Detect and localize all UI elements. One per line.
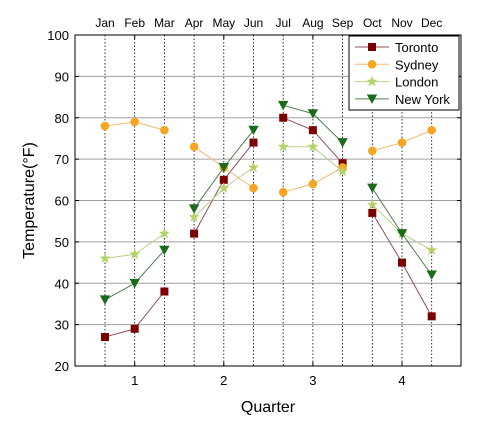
point-toronto-dec: [427, 312, 436, 321]
point-toronto-apr: [190, 229, 199, 238]
y-tick-label: 20: [55, 359, 69, 374]
point-new-york-jun: [248, 125, 259, 136]
point-london-may: [218, 182, 230, 193]
month-label-feb: Feb: [124, 16, 145, 30]
y-tick-label: 80: [55, 111, 69, 126]
point-sydney-nov: [397, 138, 407, 147]
month-label-dec: Dec: [421, 16, 442, 30]
month-label-sep: Sep: [332, 16, 354, 30]
legend: Toronto Sydney London New York: [348, 35, 460, 111]
y-tick-label: 60: [55, 194, 69, 209]
point-sydney-aug: [308, 179, 318, 189]
y-tick-label: 90: [55, 69, 69, 84]
point-london-mar: [158, 227, 170, 239]
series-line-london: [193, 166, 254, 218]
point-toronto-jul: [279, 113, 288, 122]
legend-entry-new-york: New York: [355, 92, 450, 107]
point-sydney-apr: [189, 142, 199, 152]
point-toronto-feb: [130, 324, 139, 333]
month-label-jan: Jan: [95, 16, 114, 30]
y-tick-label: 50: [55, 235, 69, 250]
point-sydney-oct: [368, 146, 377, 156]
x-tick-label: 2: [220, 373, 227, 388]
legend-label-sydney: Sydney: [395, 57, 439, 72]
point-london-aug: [307, 140, 319, 152]
month-label-jun: Jun: [244, 16, 263, 30]
point-new-york-dec: [426, 270, 437, 280]
legend-label-toronto: Toronto: [395, 40, 438, 55]
point-new-york-oct: [367, 183, 378, 194]
month-label-aug: Aug: [302, 16, 323, 30]
series-toronto: [101, 113, 436, 342]
x-tick-label: 1: [131, 373, 138, 388]
point-london-jan: [99, 252, 111, 264]
month-label-apr: Apr: [185, 16, 204, 30]
point-toronto-jan: [101, 333, 109, 342]
point-toronto-jun: [249, 138, 258, 147]
point-london-dec: [426, 244, 438, 255]
month-label-may: May: [212, 16, 235, 30]
point-london-jul: [277, 140, 289, 152]
point-new-york-jan: [99, 295, 111, 305]
y-tick-label: 70: [55, 152, 69, 167]
series-layer: [99, 100, 438, 342]
point-london-jun: [247, 161, 260, 173]
point-new-york-mar: [159, 245, 170, 256]
point-sydney-jun: [249, 183, 258, 193]
point-sydney-jul: [278, 187, 288, 197]
point-sydney-dec: [427, 125, 437, 135]
point-toronto-nov: [398, 258, 406, 267]
month-label-oct: Oct: [363, 16, 382, 30]
month-labels: Jan Feb Mar Apr May Jun Jul Aug Sep Oct Nov Dec: [95, 16, 442, 30]
point-london-sep: [337, 165, 349, 177]
point-new-york-jul: [278, 100, 289, 111]
legend-marker-toronto: [368, 43, 376, 51]
legend-entry-toronto: Toronto: [355, 40, 438, 55]
y-axis-title: Temperature(°F): [21, 142, 38, 259]
point-new-york-apr: [188, 204, 200, 214]
point-london-oct: [366, 198, 378, 210]
x-tick-label: 3: [309, 373, 316, 388]
legend-label-london: London: [395, 75, 438, 90]
month-label-nov: Nov: [391, 16, 412, 30]
point-new-york-nov: [396, 229, 408, 239]
point-london-apr: [188, 211, 200, 222]
point-sydney-jan: [100, 121, 110, 131]
legend-entry-london: London: [355, 75, 438, 90]
point-toronto-aug: [308, 126, 317, 135]
x-axis-title: Quarter: [241, 399, 296, 416]
y-axis-ticks: 20 30 40 50 60 70 80 90 100: [47, 28, 461, 374]
point-new-york-may: [218, 162, 229, 173]
series-sydney: [100, 117, 437, 197]
point-new-york-aug: [307, 109, 319, 119]
point-toronto-oct: [368, 208, 377, 217]
legend-box: [348, 35, 460, 111]
month-label-jul: Jul: [276, 16, 291, 30]
y-tick-label: 40: [55, 276, 69, 291]
point-toronto-mar: [160, 287, 169, 296]
month-label-mar: Mar: [154, 16, 175, 30]
point-new-york-feb: [129, 278, 140, 289]
x-tick-label: 4: [398, 373, 405, 388]
point-sydney-feb: [130, 117, 139, 127]
legend-marker-sydney: [367, 60, 377, 69]
legend-marker-london: [366, 75, 378, 87]
y-tick-label: 30: [55, 318, 69, 333]
point-sydney-mar: [160, 125, 169, 135]
y-tick-label: 100: [47, 28, 69, 43]
point-new-york-sep: [337, 138, 348, 148]
point-london-feb: [129, 248, 141, 259]
point-toronto-may: [219, 175, 228, 184]
series-new-york: [99, 100, 437, 305]
legend-label-new-york: New York: [395, 92, 450, 107]
legend-entry-sydney: Sydney: [355, 57, 439, 72]
legend-marker-new-york: [366, 94, 378, 104]
